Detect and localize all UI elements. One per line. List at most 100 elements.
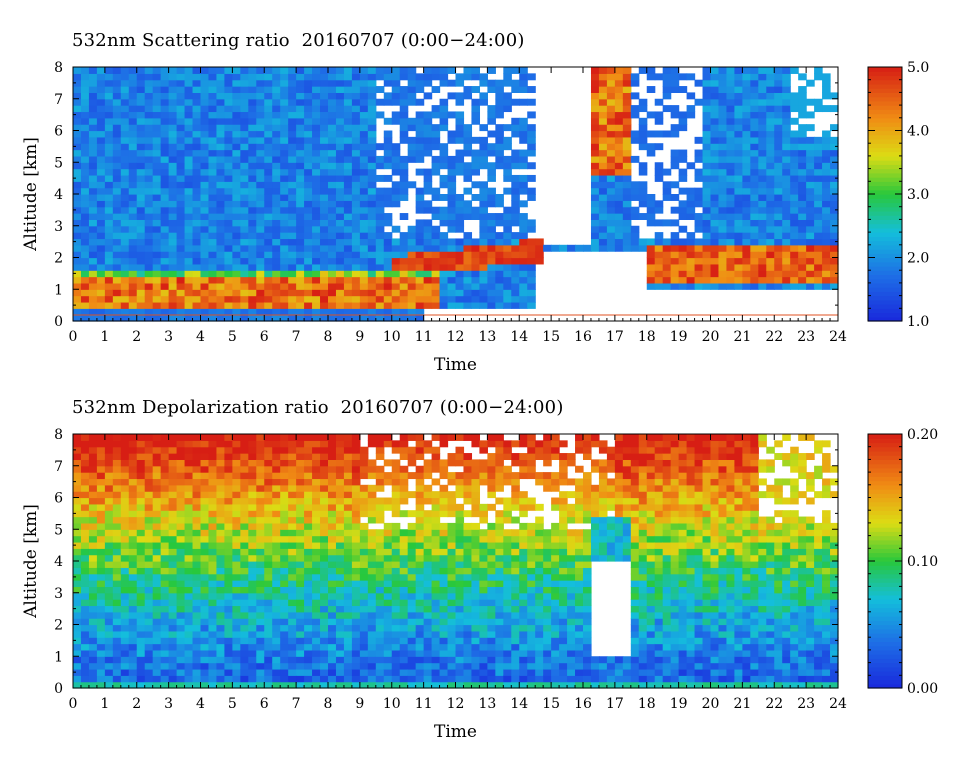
heatmap-cell <box>160 535 170 543</box>
heatmap-cell <box>790 276 799 284</box>
heatmap-cell <box>351 510 361 518</box>
heatmap-cell <box>256 289 265 297</box>
heatmap-cell <box>240 649 249 657</box>
heatmap-cell <box>678 270 688 278</box>
heatmap-cell <box>216 630 226 638</box>
heatmap-cell <box>136 668 146 676</box>
colorbar-swatch <box>868 177 902 182</box>
heatmap-cell <box>264 136 273 144</box>
heatmap-cell <box>248 124 257 132</box>
heatmap-cell <box>463 238 473 246</box>
heatmap-cell <box>280 440 289 448</box>
heatmap-cell <box>112 434 122 441</box>
heatmap-cell <box>88 308 98 316</box>
heatmap-cell <box>224 67 233 74</box>
heatmap-cell <box>399 668 409 676</box>
heatmap-cell <box>216 155 226 163</box>
heatmap-cell <box>160 497 170 505</box>
heatmap-cell <box>766 194 775 201</box>
heatmap-cell <box>335 92 345 100</box>
heatmap-cell <box>296 668 305 676</box>
colorbar-swatch <box>868 261 902 267</box>
heatmap-cell <box>343 206 353 214</box>
heatmap-cell <box>359 510 369 518</box>
heatmap-cell <box>176 440 186 448</box>
heatmap-cell <box>264 206 273 214</box>
heatmap-cell <box>216 232 226 240</box>
heatmap-cell <box>519 289 528 297</box>
heatmap-cell <box>104 79 114 87</box>
heatmap-cell <box>168 675 178 683</box>
heatmap-cell <box>742 79 751 87</box>
heatmap-cell <box>351 662 361 670</box>
heatmap-cell <box>272 554 281 562</box>
heatmap-cell <box>359 111 369 119</box>
heatmap-cell <box>351 592 361 600</box>
heatmap-cell <box>208 181 218 189</box>
heatmap-cell <box>614 194 624 201</box>
heatmap-cell <box>391 459 401 467</box>
heatmap-cell <box>335 168 345 176</box>
heatmap-cell <box>407 263 417 271</box>
heatmap-cell <box>160 554 170 562</box>
heatmap-cell <box>383 630 393 638</box>
heatmap-cell <box>224 637 233 645</box>
colorbar-swatch <box>868 117 902 123</box>
heatmap-cell <box>479 155 488 163</box>
scattering-ratio-chart: 0 1 2 3 4 5 6 7 8 9 10 11 12 13 14 15 16 17 18 19 20 21 22 23 24… <box>21 60 929 375</box>
heatmap-cell <box>272 282 281 290</box>
heatmap-cell <box>798 219 807 227</box>
heatmap-cell <box>120 67 130 74</box>
heatmap-cell <box>184 301 194 309</box>
heatmap-cell <box>471 213 481 220</box>
heatmap-cell <box>423 73 433 81</box>
heatmap-cell <box>104 282 114 290</box>
heatmap-cell <box>312 656 321 664</box>
heatmap-cell <box>208 117 218 125</box>
heatmap-cell <box>750 225 759 233</box>
heatmap-cell <box>383 314 393 322</box>
heatmap-cell <box>296 618 305 626</box>
heatmap-cell <box>694 149 704 157</box>
heatmap-cell <box>511 174 520 182</box>
heatmap-cell <box>256 206 265 214</box>
heatmap-cell <box>136 117 146 125</box>
heatmap-cell <box>320 181 329 189</box>
heatmap-cell <box>742 282 751 290</box>
heatmap-cell <box>351 465 361 473</box>
heatmap-cell <box>200 656 210 664</box>
heatmap-cell <box>264 124 273 132</box>
heatmap-cell <box>208 484 218 492</box>
heatmap-cell <box>391 675 401 683</box>
heatmap-cell <box>88 181 98 189</box>
heatmap-cell <box>216 662 226 670</box>
heatmap-cell <box>208 434 218 441</box>
heatmap-cell <box>104 465 114 473</box>
heatmap-cell <box>120 491 130 499</box>
heatmap-cell <box>726 79 736 87</box>
heatmap-cell <box>702 67 712 74</box>
heatmap-cell <box>511 79 520 87</box>
heatmap-cell <box>184 656 194 664</box>
heatmap-cell <box>248 174 257 182</box>
heatmap-cell <box>80 497 90 505</box>
heatmap-cell <box>128 181 138 189</box>
heatmap-cell <box>120 554 130 562</box>
heatmap-cell <box>399 174 409 182</box>
heatmap-cell <box>328 484 337 492</box>
heatmap-cell <box>662 219 672 227</box>
heatmap-cell <box>495 257 504 265</box>
heatmap-cell <box>120 92 130 100</box>
heatmap-cell <box>160 213 170 220</box>
heatmap-cell <box>391 79 401 87</box>
heatmap-cell <box>375 605 385 613</box>
heatmap-cell <box>296 503 305 511</box>
heatmap-cell <box>184 174 194 182</box>
heatmap-cell <box>335 522 345 530</box>
heatmap-cell <box>240 143 249 151</box>
heatmap-cell <box>160 168 170 176</box>
heatmap-cell <box>73 194 82 201</box>
heatmap-cell <box>447 289 457 297</box>
heatmap-cell <box>359 251 369 259</box>
heatmap-cell <box>216 535 226 543</box>
